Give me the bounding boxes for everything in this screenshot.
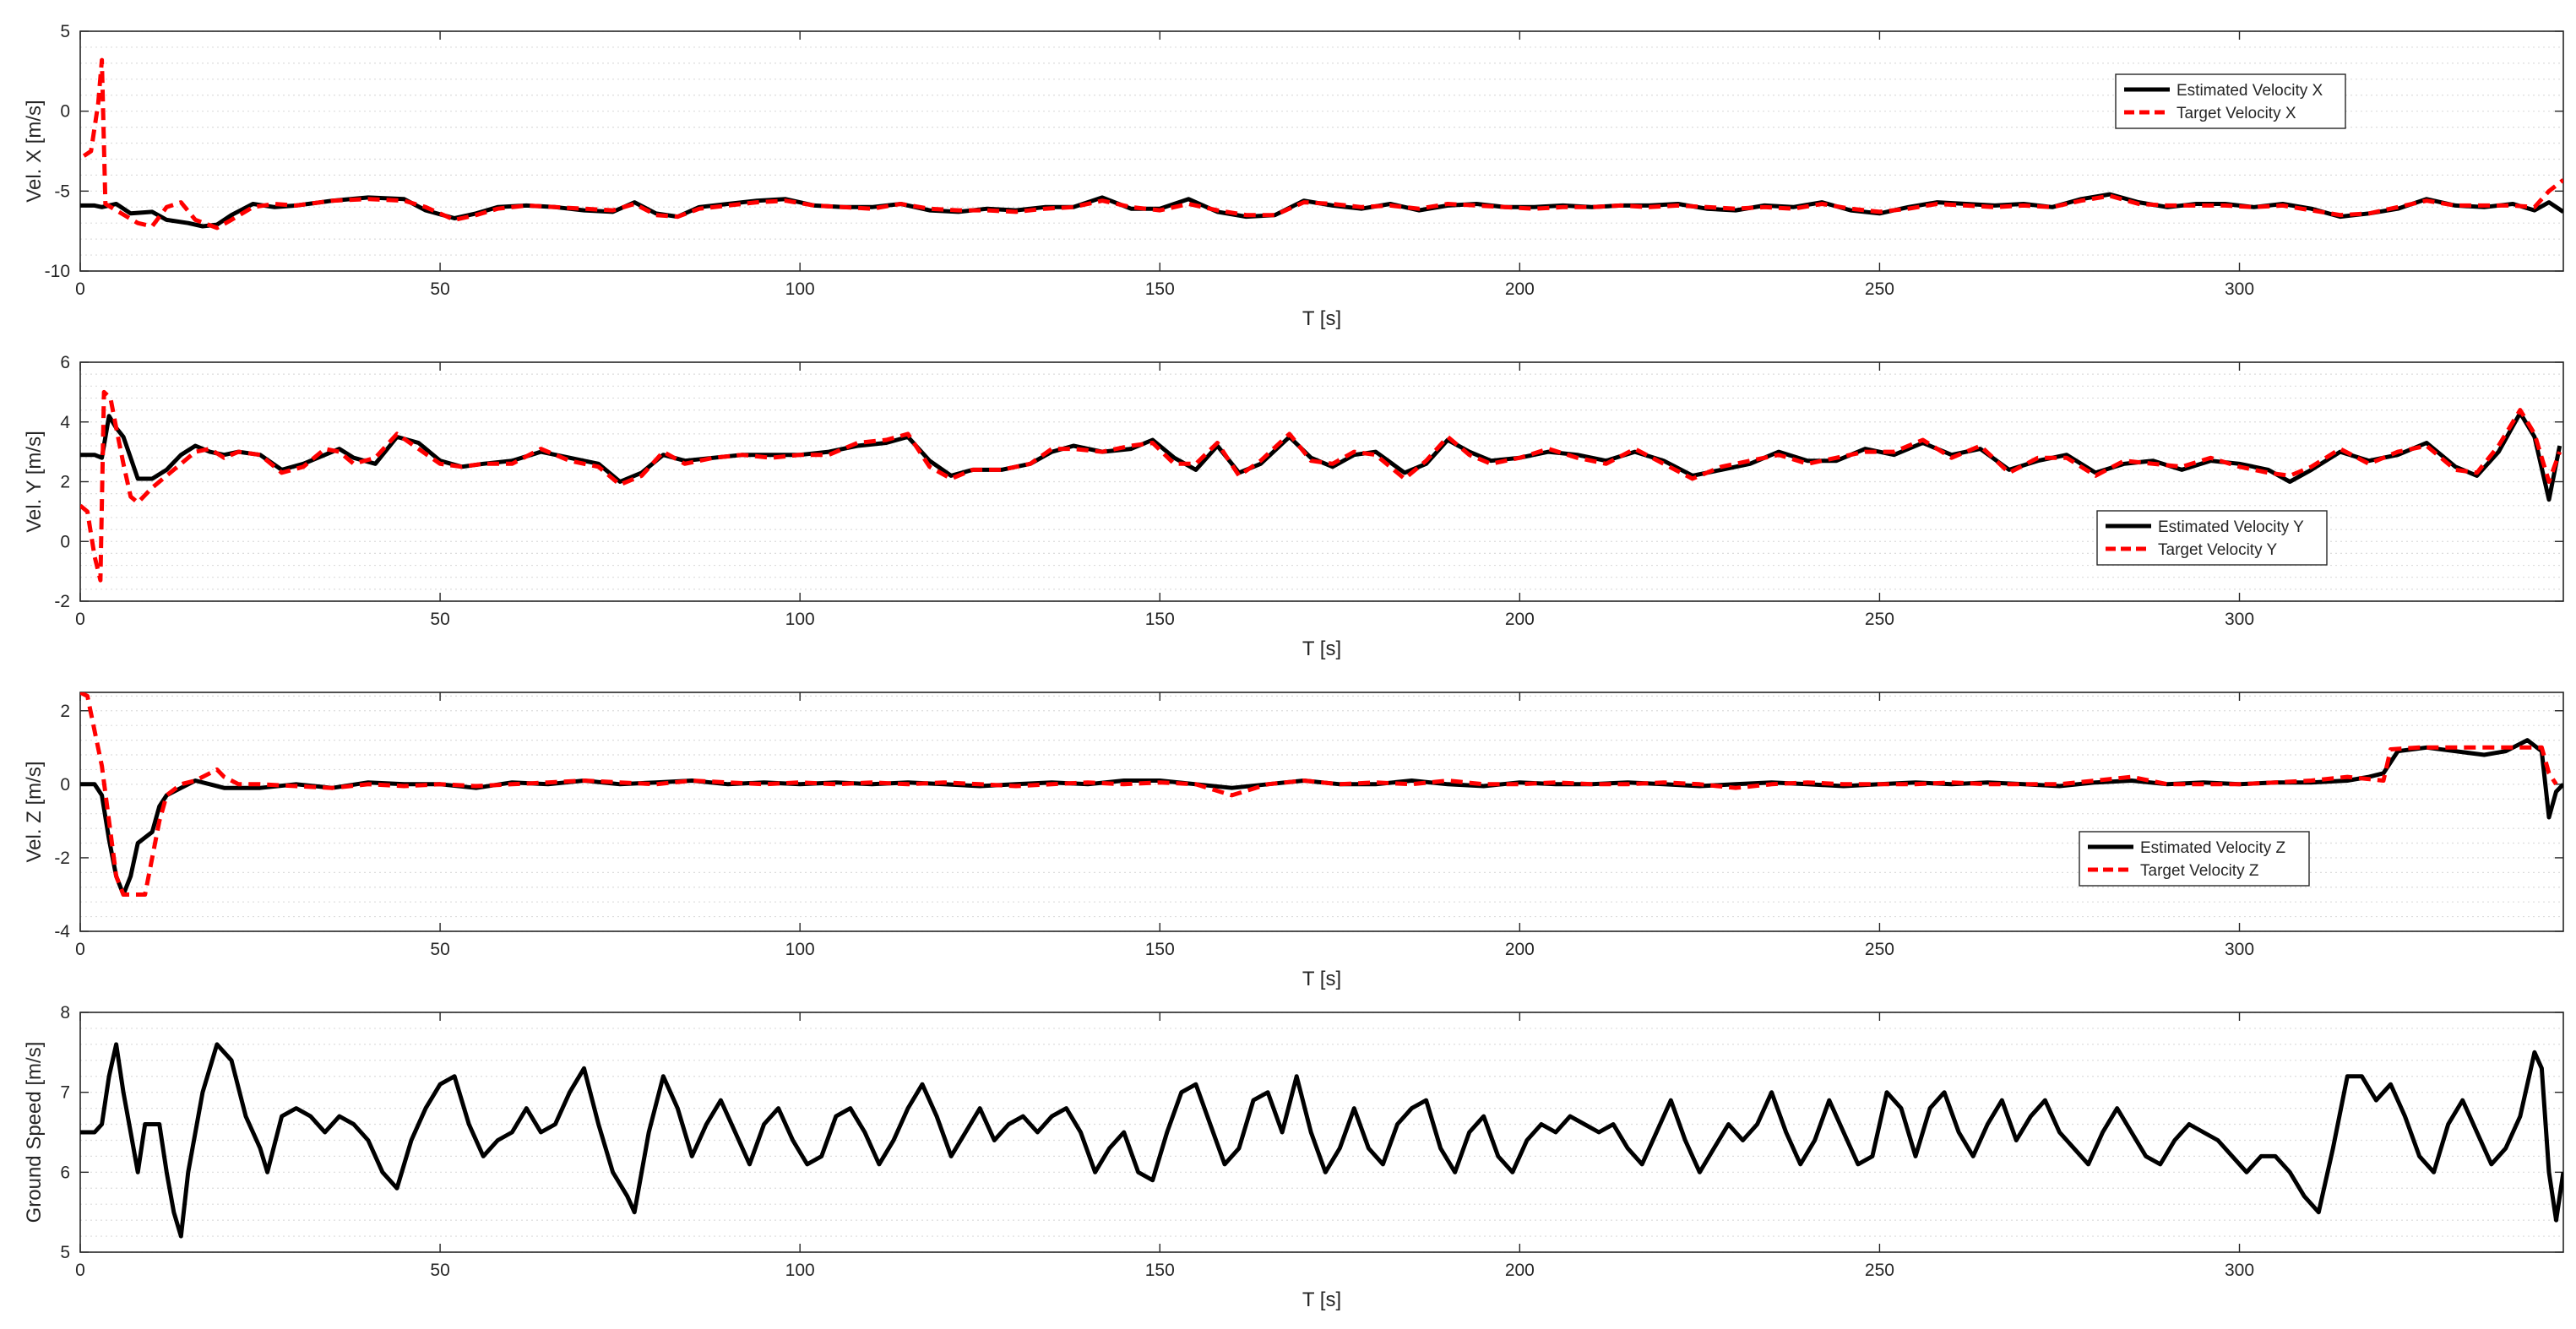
y-axis-label: Vel. Y [m/s] [23,431,46,533]
legend-box [2115,73,2346,129]
x-tick-label: 50 [430,940,449,959]
y-tick-label: -4 [54,922,70,941]
x-tick-label: 250 [1865,1261,1894,1280]
legend: Estimated Velocity X Target Velocity X [2115,73,2346,129]
y-tick-label: 5 [60,22,70,41]
axes-box [79,692,2564,932]
subplot-2: 0 50 100 150 200 250 300 -2 0 2 4 6 T [s] Vel. Y [m/s… [23,353,2564,660]
y-tick-label: 5 [60,1243,70,1262]
y-tick-label: -2 [54,849,70,868]
y-tick-label: 2 [60,473,70,492]
grid [80,1012,2563,1253]
x-tick-label: 100 [785,279,815,299]
series-line-2 [82,57,2563,231]
y-tick-label: 6 [60,1163,70,1182]
subplot-3: 0 50 100 150 200 250 300 -4 -2 0 2 T [s] Vel. Z [m/s… [23,692,2564,990]
legend-entry: Target Velocity Y [2158,541,2278,559]
plot-area [80,1012,2563,1252]
x-tick-label: 300 [2225,940,2254,959]
x-tick-label: 0 [75,279,85,299]
legend-entry: Estimated Velocity X [2177,82,2323,100]
x-tick-label: 150 [1145,279,1175,299]
x-tick-label: 50 [430,1261,449,1280]
legend-entry: Estimated Velocity Z [2140,839,2286,857]
y-tick-label: -10 [45,262,70,281]
y-axis-label: Vel. X [m/s] [23,100,46,202]
y-tick-label: 8 [60,1003,70,1023]
y-tick-label: 2 [60,702,70,721]
x-tick-label: 0 [75,940,85,959]
x-tick-label: 150 [1145,940,1175,959]
y-tick-label: 0 [60,102,70,122]
y-tick-label: -2 [54,592,70,611]
y-tick-label: -5 [54,182,70,201]
legend: Estimated Velocity Z Target Velocity Z [2079,831,2310,887]
y-tick-label: 0 [60,532,70,551]
x-tick-label: 250 [1865,279,1894,299]
x-tick-label: 250 [1865,610,1894,629]
series-line-1 [80,1042,2563,1239]
y-axis-label: Ground Speed [m/s] [23,1042,46,1223]
x-tick-label: 100 [785,940,815,959]
subplot-4: 0 50 100 150 200 250 300 5 6 7 8 T [s] Ground Speed … [23,1003,2564,1311]
legend-entry: Target Velocity Z [2140,862,2259,880]
x-tick-label: 0 [75,1261,85,1280]
x-tick-label: 100 [785,1261,815,1280]
x-tick-label: 300 [2225,610,2254,629]
x-axis-label: T [s] [1302,968,1341,990]
axes-box [79,30,2564,272]
subplot-1: 0 50 100 150 200 250 300 -10 -5 0 5 T [s] Vel. X [m/… [23,22,2564,330]
legend-box [2096,510,2328,566]
x-tick-label: 200 [1505,1261,1535,1280]
x-tick-label: 300 [2225,279,2254,299]
x-tick-label: 200 [1505,279,1535,299]
y-tick-label: 6 [60,353,70,372]
x-tick-label: 50 [430,610,449,629]
x-tick-label: 200 [1505,940,1535,959]
x-tick-label: 250 [1865,940,1894,959]
x-tick-label: 150 [1145,1261,1175,1280]
plot-area [80,31,2563,271]
series-line-2 [80,692,2558,897]
series-line-2 [80,389,2562,583]
x-tick-label: 300 [2225,1261,2254,1280]
plot-area [80,692,2563,931]
y-tick-label: 4 [60,413,70,432]
y-axis-label: Vel. Z [m/s] [23,761,46,862]
x-tick-label: 100 [785,610,815,629]
x-tick-label: 50 [430,279,449,299]
grid [80,695,2563,932]
legend-entry: Target Velocity X [2177,105,2296,122]
legend: Estimated Velocity Y Target Velocity Y [2096,510,2328,566]
x-axis-label: T [s] [1302,637,1341,660]
y-tick-label: 7 [60,1083,70,1103]
x-axis-label: T [s] [1302,307,1341,330]
legend-entry: Estimated Velocity Y [2158,518,2304,536]
legend-box [2079,831,2310,887]
x-tick-label: 150 [1145,610,1175,629]
x-tick-label: 200 [1505,610,1535,629]
x-axis-label: T [s] [1302,1288,1341,1311]
y-tick-label: 0 [60,775,70,795]
x-tick-label: 0 [75,610,85,629]
